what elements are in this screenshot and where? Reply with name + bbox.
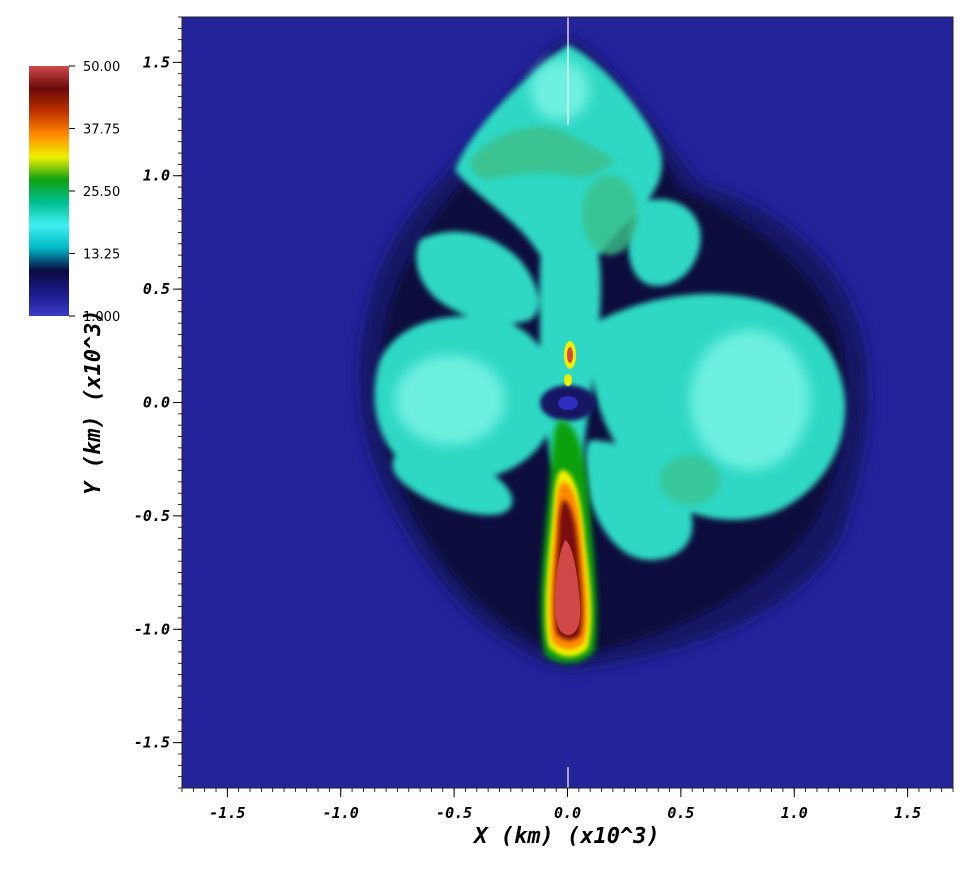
plot-area [182, 17, 953, 788]
x-tick-label: 1.5 [894, 804, 921, 822]
plume-lower-right [585, 440, 693, 560]
upper-hot-spots [564, 341, 576, 386]
y-tick-label: 0.5 [143, 280, 170, 298]
x-tick-label: -0.5 [436, 804, 472, 822]
colorbar-ticks: 50.00 37.75 25.50 13.25 1.000 [69, 60, 120, 325]
y-tick-label: -1.5 [134, 734, 170, 752]
colorbar-tick-label: 37.75 [83, 123, 120, 138]
y-tick-label: -1.0 [134, 620, 170, 638]
y-tick-label: -0.5 [134, 507, 170, 525]
green-zones [469, 126, 720, 505]
plume-right-upper [628, 199, 701, 286]
x-tick-label: 0.5 [667, 804, 694, 822]
plume-upper-left [416, 231, 539, 325]
colorbar: 50.00 37.75 25.50 13.25 1.000 [29, 60, 120, 325]
y-axis: 1.5 1.0 0.5 0.0 -0.5 -1.0 -1.5 [134, 16, 182, 789]
y-tick-label: 0.0 [143, 394, 170, 412]
colorbar-tick-label: 50.00 [83, 60, 120, 75]
x-axis: -1.5 -1.0 -0.5 0.0 0.5 1.0 1.5 [181, 788, 954, 822]
highlight-top [530, 60, 590, 120]
green-upper-right [582, 175, 638, 255]
x-tick-label: -1.0 [323, 804, 359, 822]
plume-left-lower [392, 446, 513, 515]
colorbar-tick-label: 13.25 [83, 248, 120, 263]
central-cavity [540, 385, 596, 421]
green-right [660, 455, 720, 505]
plume-top-lobe [455, 45, 662, 310]
plume-highlights [395, 60, 810, 470]
x-axis-title: X (km) (x10^3) [472, 824, 659, 849]
x-tick-label: -1.5 [209, 804, 245, 822]
jet-red-core [555, 540, 581, 636]
y-axis-title: Y (km) (x10^3) [81, 309, 106, 494]
x-tick-label: 0.0 [554, 804, 581, 822]
colorbar-bar [29, 66, 69, 316]
colorbar-tick-label: 1.000 [83, 310, 120, 325]
highlight-left [395, 355, 505, 445]
colorbar-tick-label: 25.50 [83, 185, 120, 200]
y-tick-label: 1.0 [143, 167, 170, 185]
highlight-right [690, 330, 810, 470]
x-tick-label: 1.0 [781, 804, 808, 822]
green-top [469, 126, 615, 180]
hot-jet [540, 420, 597, 664]
y-tick-label: 1.5 [143, 53, 170, 71]
